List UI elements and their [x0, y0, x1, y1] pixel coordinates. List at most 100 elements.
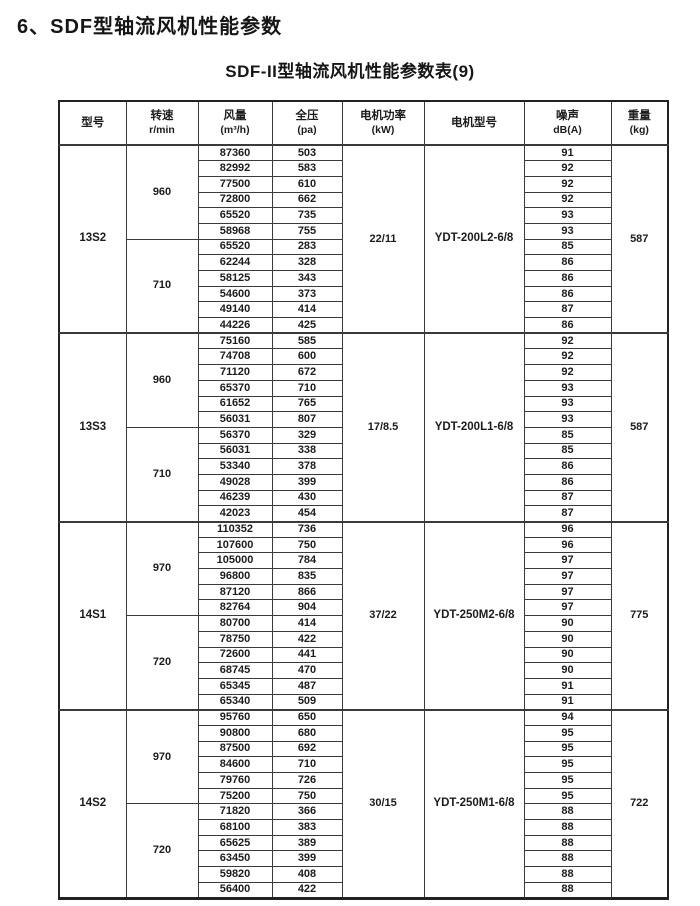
noise-cell: 93 [523, 207, 612, 224]
model-cell: 13S2 [58, 143, 127, 334]
noise-cell: 90 [523, 646, 612, 664]
pressure-cell: 383 [271, 819, 343, 836]
pressure-cell: 662 [271, 191, 343, 209]
model-cell: 13S3 [58, 332, 127, 523]
airflow-cell: 87360 [197, 144, 273, 162]
model-cell: 14S1 [58, 520, 127, 711]
pressure-cell: 328 [271, 254, 343, 271]
table-row: 49140 414 87 [59, 301, 668, 319]
table-row: 42023 454 87 [59, 505, 668, 522]
table-row: 65340 509 91 [59, 693, 668, 711]
pressure-cell: 610 [271, 175, 343, 193]
header-row: 型号 转速 r/min 风量 (m³/h) 全压 (pa) 电机功率 (kW) 电机型号… [58, 100, 669, 146]
table-row: 710 56370 329 85 [59, 426, 668, 523]
airflow-cell: 96800 [197, 568, 273, 585]
pressure-cell: 710 [271, 756, 343, 773]
table-row: 107600 750 96 [59, 536, 668, 554]
airflow-cell: 90800 [197, 724, 273, 742]
pressure-cell: 414 [271, 615, 343, 632]
pressure-cell: 765 [271, 395, 343, 413]
noise-cell: 88 [523, 819, 612, 836]
pressure-cell: 750 [271, 536, 343, 554]
pressure-cell: 389 [271, 834, 343, 852]
pressure-cell: 755 [271, 222, 343, 240]
airflow-cell: 68745 [197, 662, 273, 679]
airflow-cell: 82764 [197, 599, 273, 617]
table-row: 58125 343 86 [59, 270, 668, 287]
pressure-cell: 585 [271, 332, 343, 350]
pressure-cell: 503 [271, 144, 343, 162]
pressure-cell: 366 [271, 803, 343, 821]
speed-cell: 720 [125, 803, 199, 899]
table-row: 14S1 970 110352 736 37/22 YDT-250M2-6/8 96 775 [58, 520, 669, 711]
header-pressure: 全压 (pa) [271, 100, 343, 146]
airflow-cell: 44226 [197, 317, 273, 334]
header-motor: 电机型号 [423, 100, 525, 146]
airflow-cell: 79760 [197, 772, 273, 789]
header-power: 电机功率 (kW) [341, 100, 425, 146]
airflow-cell: 75160 [197, 332, 273, 350]
table-row: 14S2 970 95760 650 30/15 YDT-250M1-6/8 94 722 [58, 708, 669, 899]
header-airflow: 风量 (m³/h) [197, 100, 273, 146]
airflow-cell: 74708 [197, 348, 273, 366]
noise-cell: 85 [523, 442, 612, 460]
airflow-cell: 105000 [197, 552, 273, 570]
table-row: 72800 662 92 [59, 191, 668, 209]
pressure-cell: 399 [271, 850, 343, 868]
noise-cell: 86 [523, 285, 612, 303]
airflow-cell: 107600 [197, 536, 273, 554]
noise-cell: 97 [523, 599, 612, 617]
fan-performance-table: 型号 转速 r/min 风量 (m³/h) 全压 (pa) 电机功率 (kW) 电机型号… [58, 100, 669, 900]
airflow-cell: 68100 [197, 819, 273, 836]
noise-cell: 88 [523, 850, 612, 868]
table-row: 84600 710 95 [59, 756, 668, 773]
noise-cell: 95 [523, 772, 612, 789]
pressure-cell: 583 [271, 160, 343, 177]
table-row: 49028 399 86 [59, 473, 668, 491]
table-row: 56031 338 85 [59, 442, 668, 460]
model-cell: 14S2 [58, 708, 127, 899]
power-cell: 37/22 [341, 520, 425, 711]
airflow-cell: 72800 [197, 191, 273, 209]
airflow-cell: 63450 [197, 850, 273, 868]
motor-cell: YDT-200L1-6/8 [423, 332, 525, 523]
header-weight: 重量 (kg) [610, 100, 669, 146]
noise-cell: 94 [523, 708, 612, 726]
pressure-cell: 422 [271, 881, 343, 899]
table-row: 78750 422 90 [59, 630, 668, 648]
table-row: 13S3 960 75160 585 17/8.5 YDT-200L1-6/8 92 587 [58, 332, 669, 523]
table-body: 13S2 960 87360 503 22/11 YDT-200L2-6/8 91 587 82… [58, 143, 669, 899]
motor-cell: YDT-200L2-6/8 [423, 143, 525, 334]
airflow-cell: 75200 [197, 787, 273, 805]
noise-cell: 91 [523, 144, 612, 162]
noise-cell: 92 [523, 332, 612, 350]
noise-cell: 92 [523, 160, 612, 177]
pressure-cell: 487 [271, 677, 343, 695]
pressure-cell: 692 [271, 740, 343, 758]
speed-cell: 720 [125, 615, 199, 711]
airflow-cell: 65625 [197, 834, 273, 852]
noise-cell: 95 [523, 756, 612, 773]
noise-cell: 87 [523, 301, 612, 319]
airflow-cell: 71120 [197, 364, 273, 381]
pressure-cell: 672 [271, 364, 343, 381]
noise-cell: 88 [523, 803, 612, 821]
table-row: 56400 422 88 [59, 881, 668, 899]
table-row: 61652 765 93 [59, 395, 668, 413]
airflow-cell: 84600 [197, 756, 273, 773]
pressure-cell: 784 [271, 552, 343, 570]
table-row: 79760 726 95 [59, 772, 668, 789]
table-row: 13S2 960 87360 503 22/11 YDT-200L2-6/8 91 587 [58, 143, 669, 334]
table-row: 65625 389 88 [59, 834, 668, 852]
table-row: 53340 378 86 [59, 458, 668, 475]
motor-cell: YDT-250M2-6/8 [423, 520, 525, 711]
noise-cell: 96 [523, 520, 612, 538]
pressure-cell: 470 [271, 662, 343, 679]
table-row: 74708 600 92 [59, 348, 668, 366]
pressure-cell: 454 [271, 505, 343, 522]
noise-cell: 92 [523, 175, 612, 193]
noise-cell: 91 [523, 693, 612, 711]
header-speed: 转速 r/min [125, 100, 199, 146]
noise-cell: 88 [523, 834, 612, 852]
noise-cell: 92 [523, 191, 612, 209]
